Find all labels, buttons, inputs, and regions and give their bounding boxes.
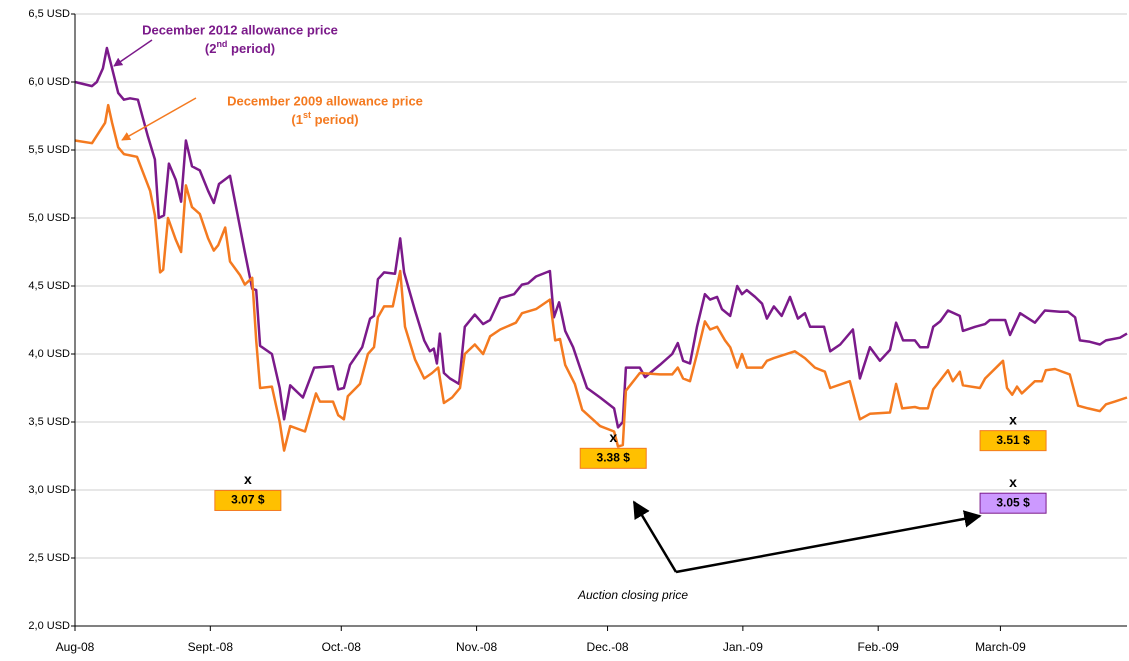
series-label-part: period) [227,41,275,56]
series-label: (2nd period) [205,39,275,56]
x-tick-label: March-09 [975,640,1026,654]
x-tick-label: Aug-08 [56,640,95,654]
y-tick-label: 6,0 USD [28,76,70,88]
y-tick-label: 4,0 USD [28,348,70,360]
series-label-sup: nd [216,39,227,49]
series-label: (1st period) [291,110,358,127]
auction-label: 3.07 $ [231,493,265,507]
y-tick-label: 2,5 USD [28,552,70,564]
x-tick-label: Dec.-08 [587,640,629,654]
auction-marker: x [244,471,252,487]
auction-box [214,489,282,511]
annotation-arrow [113,39,153,67]
y-tick-label: 3,5 USD [28,416,70,428]
auction-label: 3.51 $ [996,433,1030,447]
grid [71,13,1127,631]
series-label-part: (2 [205,41,217,56]
auction-marker: x [609,429,617,445]
annotation-arrow [121,97,197,141]
series-label-sup: st [303,110,311,120]
x-tick-label: Feb.-09 [858,640,900,654]
x-tick-label: Sept.-08 [188,640,234,654]
auction-box [579,447,647,469]
series-label: December 2009 allowance price [227,93,423,108]
series-line [74,46,1128,429]
x-tick-label: Jan.-09 [723,640,763,654]
y-tick-label: 5,5 USD [28,144,70,156]
series-label-part: period) [311,112,359,127]
annotation-arrow [632,500,678,573]
auction-box [979,492,1047,514]
y-tick-label: 4,5 USD [28,280,70,292]
labels: 2,0 USD 2,5 USD 3,0 USD 3,5 USD 4,0 USD 4,5 U… [28,8,1047,654]
series-label-part: (1 [291,112,303,127]
lines [74,46,1128,452]
y-tick-label: 2,0 USD [28,620,70,632]
x-tick-label: Oct.-08 [322,640,362,654]
auction-marker: x [1009,411,1017,427]
annotation: Auction closing price [577,588,688,602]
series-label: December 2012 allowance price [142,22,338,37]
y-tick-label: 5,0 USD [28,212,70,224]
auction-marker: x [1009,474,1017,490]
y-tick-label: 6,5 USD [28,8,70,20]
auction-label: 3.38 $ [597,450,631,464]
y-tick-label: 3,0 USD [28,484,70,496]
series-line [74,103,1128,452]
auction-box [979,430,1047,452]
x-tick-label: Nov.-08 [456,640,497,654]
annotation-arrow [675,510,982,574]
auction-label: 3.05 $ [996,495,1030,509]
